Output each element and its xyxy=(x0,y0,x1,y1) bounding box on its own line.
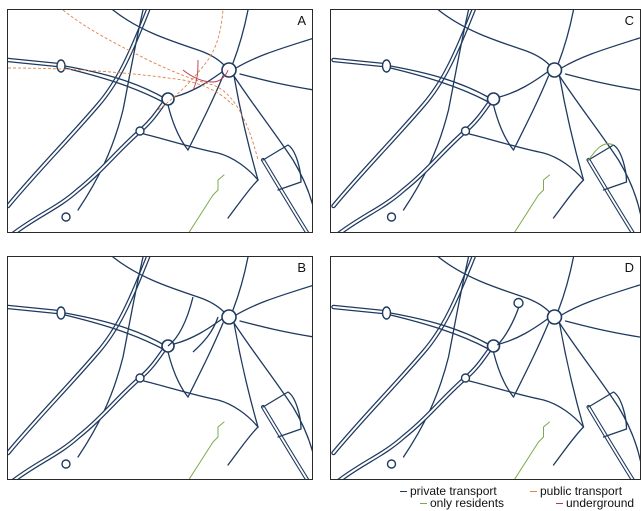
map-panel-d: D xyxy=(330,256,641,480)
legend-item-private-transport: private transport xyxy=(400,485,497,497)
map-panel-a: A xyxy=(7,9,313,233)
panel-label-d: D xyxy=(624,260,634,275)
road-network-map xyxy=(331,10,641,233)
road-network-map xyxy=(331,257,641,480)
only-residents-swatch xyxy=(420,503,427,505)
panel-label-b: B xyxy=(297,260,306,275)
legend-item-underground: underground xyxy=(556,497,634,509)
private-transport-swatch xyxy=(400,491,407,493)
panel-label-a: A xyxy=(297,13,306,28)
map-panel-b: B xyxy=(7,256,313,480)
public-transport-swatch xyxy=(530,491,537,493)
legend-item-only-residents: only residents xyxy=(420,497,504,509)
panel-label-c: C xyxy=(624,13,634,28)
road-network-map xyxy=(8,10,313,233)
road-network-map xyxy=(8,257,313,480)
map-legend: private transport public transport only … xyxy=(400,484,641,511)
underground-swatch xyxy=(556,503,563,505)
map-panel-c: C xyxy=(330,9,641,233)
legend-item-public-transport: public transport xyxy=(530,485,622,497)
